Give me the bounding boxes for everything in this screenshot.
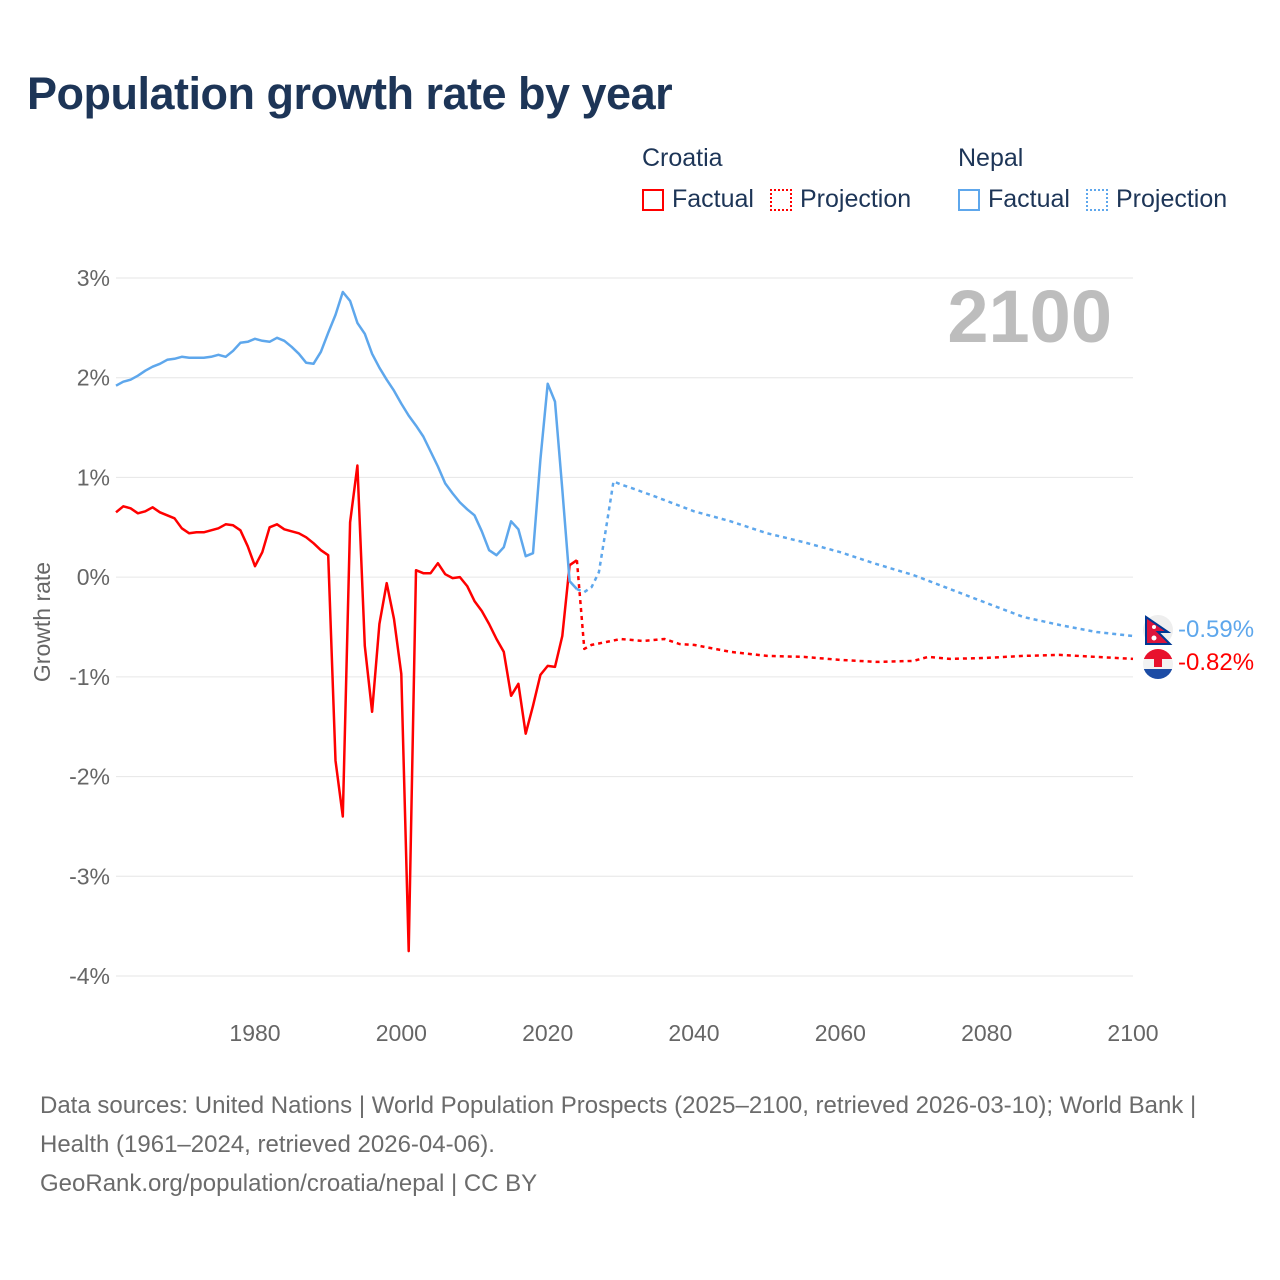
- x-tick-label: 1980: [229, 1020, 280, 1046]
- credit-link[interactable]: GeoRank.org/population/croatia/nepal | C…: [40, 1170, 538, 1197]
- x-tick-label: 2040: [668, 1020, 719, 1046]
- footer: Data sources: United Nations | World Pop…: [40, 1086, 1240, 1203]
- y-tick-label: -2%: [69, 764, 110, 790]
- solid-swatch-icon: [642, 188, 664, 211]
- dotted-swatch-icon: [769, 188, 792, 211]
- nepal-factual-line: [115, 290, 578, 590]
- y-tick-label: 0%: [77, 564, 110, 590]
- line-chart: 3% 2% 1% 0% -1% -2% -3% -4% 1980 2000 2020 2040 2060…: [29, 265, 1254, 1046]
- croatia-projection-line: [575, 560, 1134, 664]
- y-tick-label: -3%: [69, 863, 110, 889]
- legend-nepal: Nepal Factual Projection: [958, 144, 1243, 218]
- dotted-swatch-icon: [1085, 188, 1108, 211]
- x-tick-label: 2100: [1107, 1020, 1158, 1046]
- x-tick-label: 2080: [961, 1020, 1012, 1046]
- y-tick-label: -4%: [69, 963, 110, 989]
- legend-label: Factual: [672, 185, 754, 213]
- year-indicator: 2100: [947, 275, 1112, 358]
- y-axis-label: Growth rate: [29, 562, 55, 682]
- croatia-factual-line: [115, 464, 578, 953]
- legend-croatia-projection[interactable]: Projection: [769, 185, 912, 214]
- nepal-projection-line: [576, 480, 1134, 638]
- x-tick-label: 2060: [815, 1020, 866, 1046]
- croatia-flag-icon: [1143, 649, 1173, 679]
- y-tick-label: 3%: [77, 265, 110, 291]
- chart-title: Population growth rate by year: [27, 68, 673, 119]
- nepal-flag-icon: [1143, 615, 1173, 645]
- legend-label: Projection: [799, 185, 912, 213]
- legend-nepal-projection[interactable]: Projection: [1085, 185, 1228, 214]
- nepal-end-value: -0.59%: [1178, 616, 1254, 643]
- data-sources: Data sources: United Nations | World Pop…: [40, 1092, 1197, 1158]
- x-tick-label: 2000: [376, 1020, 427, 1046]
- legend-country-croatia: Croatia: [642, 144, 723, 172]
- y-tick-label: 1%: [77, 464, 110, 490]
- x-tick-label: 2020: [522, 1020, 573, 1046]
- y-tick-label: -1%: [69, 664, 110, 690]
- legend-croatia: Croatia Factual Projection: [642, 144, 927, 218]
- solid-swatch-icon: [958, 188, 980, 211]
- y-tick-label: 2%: [77, 365, 110, 391]
- legend-croatia-factual[interactable]: Factual: [642, 185, 754, 214]
- croatia-end-value: -0.82%: [1178, 649, 1254, 676]
- legend-label: Factual: [988, 185, 1070, 213]
- legend-nepal-factual[interactable]: Factual: [958, 185, 1070, 214]
- legend-country-nepal: Nepal: [958, 144, 1024, 172]
- legend-label: Projection: [1115, 185, 1228, 213]
